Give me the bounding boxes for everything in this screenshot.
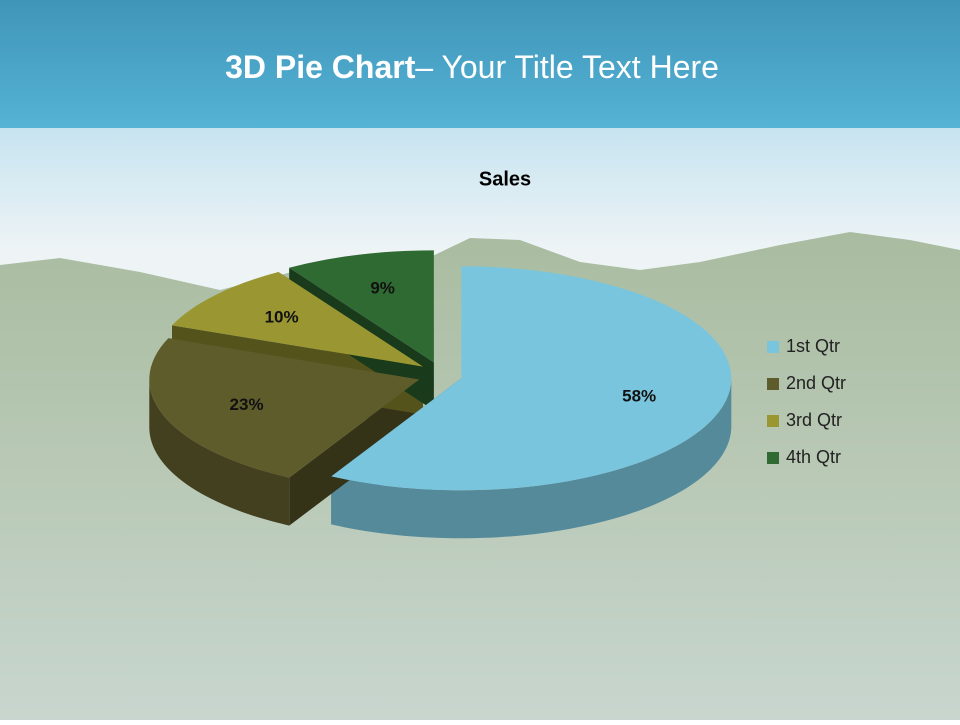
pie-slice xyxy=(331,266,732,491)
legend-swatch xyxy=(767,378,779,390)
legend-label: 1st Qtr xyxy=(786,336,840,356)
title-bold: 3D Pie Chart xyxy=(225,49,416,85)
pie-slice xyxy=(172,272,424,367)
legend-label: 3rd Qtr xyxy=(786,410,842,430)
data-label: 23% xyxy=(230,395,264,414)
slice-side xyxy=(149,379,290,526)
legend-label: 2nd Qtr xyxy=(786,373,846,393)
pie-tops xyxy=(149,250,732,491)
slide-title: 3D Pie Chart– Your Title Text Here xyxy=(225,49,719,85)
pie-slice xyxy=(289,250,434,363)
title-rest: – Your Title Text Here xyxy=(415,49,719,85)
header-band xyxy=(0,0,960,128)
data-label: 10% xyxy=(265,308,299,327)
legend-swatch xyxy=(767,452,779,464)
pie-slice xyxy=(149,338,420,478)
legend-swatch xyxy=(767,415,779,427)
legend-swatch xyxy=(767,341,779,353)
chart-title: Sales xyxy=(479,168,531,190)
data-label: 9% xyxy=(370,279,395,298)
legend-label: 4th Qtr xyxy=(786,447,841,467)
data-label: 58% xyxy=(622,387,656,406)
slice-side xyxy=(331,378,732,539)
